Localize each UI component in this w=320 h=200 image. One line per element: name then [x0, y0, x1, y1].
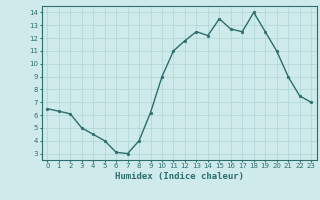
X-axis label: Humidex (Indice chaleur): Humidex (Indice chaleur): [115, 172, 244, 181]
